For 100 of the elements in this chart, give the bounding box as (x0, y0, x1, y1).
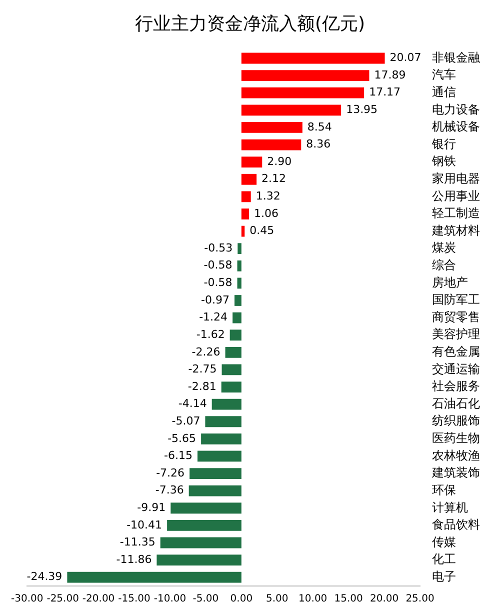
data-label: -1.62 (196, 328, 225, 341)
bar (225, 346, 242, 358)
data-label: 2.90 (267, 154, 292, 168)
data-label: 2.12 (262, 172, 286, 186)
y-tick-label: 石油石化 (432, 396, 480, 410)
data-label: 1.32 (256, 190, 280, 203)
bar (241, 139, 302, 150)
data-label: -6.15 (164, 449, 192, 462)
data-label: -0.58 (204, 276, 232, 290)
x-tick-label: -10.00 (154, 594, 186, 605)
bar (237, 278, 242, 289)
bar (197, 450, 242, 462)
y-tick-label: 电子 (432, 569, 456, 584)
bar (170, 502, 242, 514)
y-tick-label: 有色金属 (432, 344, 480, 359)
bar (232, 312, 242, 324)
y-tick-label: 农林牧渔 (432, 448, 480, 462)
y-tick-label: 轻工制造 (432, 206, 480, 220)
y-tick-label: 社会服务 (432, 379, 480, 394)
y-tick-label: 综合 (432, 258, 456, 272)
bar (241, 104, 342, 116)
data-label: -2.26 (192, 345, 220, 358)
bar (241, 226, 245, 237)
x-tick-label: -25.00 (46, 594, 79, 605)
bar (221, 382, 242, 392)
data-label: -2.75 (188, 362, 217, 376)
data-label: -1.24 (199, 310, 228, 324)
y-tick-label: 机械设备 (432, 120, 480, 134)
data-label: 17.17 (369, 86, 401, 99)
y-tick-label: 传媒 (432, 534, 456, 549)
bar (241, 174, 257, 185)
bar (222, 364, 242, 376)
bar (205, 416, 242, 428)
bar (241, 122, 302, 133)
bar (238, 243, 242, 254)
bar (241, 208, 249, 220)
bar (241, 52, 385, 64)
data-label: -10.41 (126, 518, 162, 532)
x-tick-label: 5.00 (266, 594, 288, 605)
data-label: -11.35 (120, 536, 156, 549)
y-tick-label: 美容护理 (432, 327, 480, 342)
y-tick-label: 家用电器 (432, 172, 480, 186)
y-tick-label: 环保 (432, 482, 456, 497)
data-label: 13.95 (346, 103, 378, 116)
y-tick-label: 纺织服饰 (432, 414, 480, 428)
bar (201, 433, 242, 444)
x-tick-label: -30.00 (10, 594, 44, 605)
bar (234, 295, 242, 306)
y-tick-label: 房地产 (432, 275, 468, 290)
bar (241, 87, 364, 98)
x-tick-label: -20.00 (82, 594, 115, 605)
bar (67, 572, 242, 583)
data-label: 8.36 (306, 138, 331, 151)
bar (237, 260, 242, 272)
x-tick-label: 10.00 (298, 594, 328, 605)
y-tick-label: 非银金融 (432, 50, 480, 64)
bar (212, 398, 242, 410)
y-tick-label: 通信 (432, 84, 456, 99)
bar (156, 554, 242, 566)
y-tick-label: 化工 (432, 552, 456, 566)
bar (241, 70, 370, 82)
x-tick-label: 15.00 (334, 594, 363, 605)
y-tick-label: 钢铁 (431, 154, 456, 168)
y-tick-label: 计算机 (432, 500, 468, 514)
x-tick-label: -15.00 (118, 594, 150, 605)
data-label: 20.07 (390, 51, 422, 64)
y-tick-label: 煤炭 (432, 240, 456, 255)
y-tick-label: 银行 (431, 136, 456, 151)
y-tick-label: 公用事业 (432, 188, 480, 203)
bar (188, 485, 242, 496)
bar (230, 330, 242, 341)
data-label: -11.86 (116, 552, 152, 566)
x-tick-label: -5.00 (192, 594, 219, 605)
bar (190, 468, 242, 479)
data-label: 17.89 (374, 68, 406, 82)
y-tick-label: 医药生物 (432, 431, 480, 446)
data-label: 8.54 (307, 120, 332, 134)
data-label: -4.14 (178, 397, 207, 410)
x-tick-label: 25.00 (406, 594, 434, 605)
bar (160, 537, 242, 548)
y-tick-label: 商贸零售 (432, 310, 480, 324)
data-label: 0.45 (250, 224, 274, 238)
bar (167, 520, 242, 531)
data-label: -5.07 (172, 414, 200, 428)
data-label: -7.36 (155, 484, 184, 497)
y-tick-label: 汽车 (432, 68, 456, 82)
chart-title: 行业主力资金净流入额(亿元) (134, 13, 366, 34)
data-label: -0.58 (204, 258, 232, 272)
data-label: -9.91 (137, 500, 166, 514)
data-label: -2.81 (188, 380, 216, 393)
y-tick-label: 食品饮料 (432, 518, 480, 532)
data-label: -5.65 (168, 432, 196, 445)
data-label: 1.06 (254, 206, 278, 220)
y-tick-label: 交通运输 (432, 362, 480, 376)
y-tick-label: 国防军工 (432, 292, 480, 307)
y-tick-label: 电力设备 (432, 102, 480, 116)
y-tick-label: 建筑材料 (431, 223, 480, 238)
x-tick-label: 20.00 (370, 594, 399, 605)
data-label: -7.26 (156, 466, 185, 480)
data-label: -0.53 (204, 241, 233, 254)
